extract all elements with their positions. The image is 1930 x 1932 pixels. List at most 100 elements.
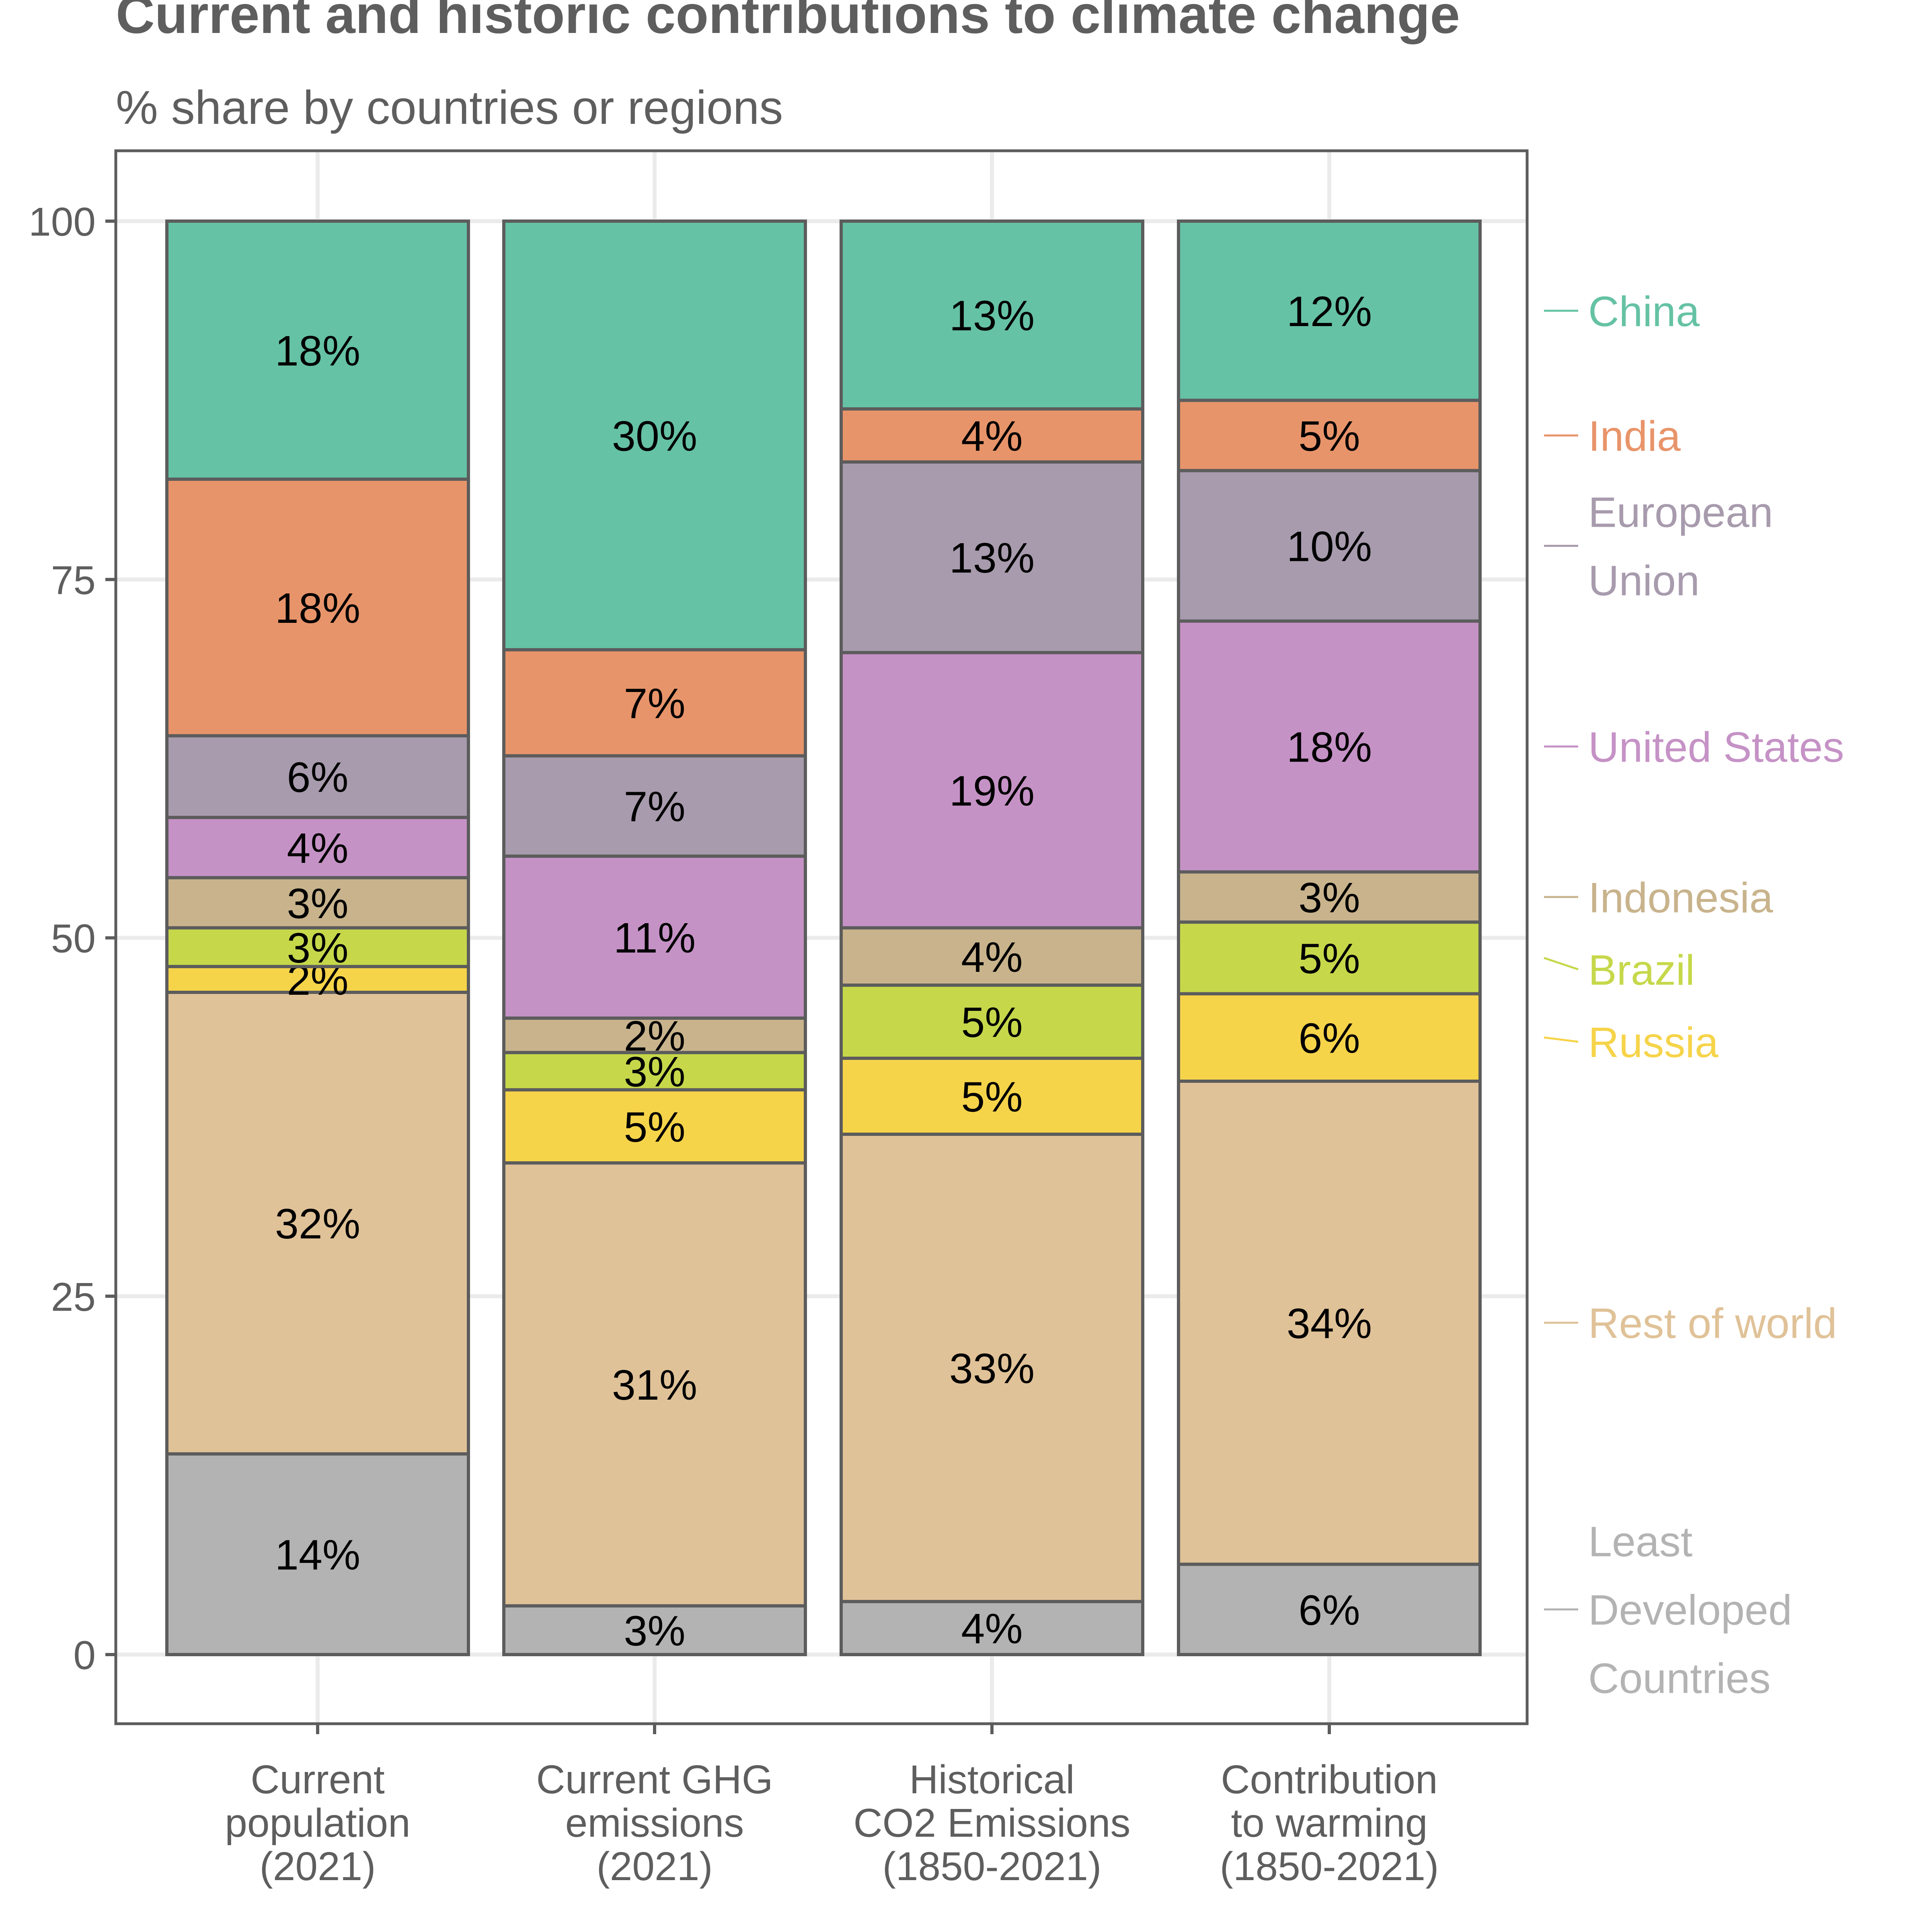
bar-value-label: 6% xyxy=(1298,1587,1360,1634)
bar-segment xyxy=(1177,992,1482,1083)
legend-label: Brazil xyxy=(1588,946,1695,994)
x-tick-label: Current GHG emissions (2021) xyxy=(536,1757,773,1889)
x-tick-label-line: population xyxy=(225,1801,411,1846)
x-tick-label-line: (1850-2021) xyxy=(883,1844,1102,1889)
bar-value-label: 6% xyxy=(287,754,348,801)
bar-value-label: 4% xyxy=(961,413,1022,460)
bar-segment xyxy=(840,407,1144,464)
bar-segment xyxy=(840,983,1144,1060)
legend-leader-line xyxy=(1544,1036,1579,1043)
legend-label: Indonesia xyxy=(1588,874,1773,922)
bar-value-label: 7% xyxy=(624,783,685,831)
bar-value-label: 12% xyxy=(1287,288,1372,335)
bar-segment xyxy=(840,1132,1144,1603)
bar-value-label: 3% xyxy=(287,880,348,927)
x-tick-label-line: (2021) xyxy=(596,1844,712,1889)
bar-value-label: 3% xyxy=(1298,874,1360,922)
bar-value-label: 5% xyxy=(624,1103,685,1151)
bar-segment xyxy=(502,1161,807,1608)
legend-label-line: European xyxy=(1588,489,1773,536)
y-tick-label: 100 xyxy=(29,199,96,244)
bar-value-label: 3% xyxy=(624,1608,685,1655)
bar-value-label: 18% xyxy=(1287,724,1372,771)
bar-segment xyxy=(165,477,470,737)
bar-value-label: 3% xyxy=(287,924,348,972)
legend-label: Rest of world xyxy=(1588,1300,1837,1347)
bar-segment xyxy=(165,220,470,481)
legend-label: Least Developed Countries xyxy=(1588,1518,1792,1702)
bar-value-label: 31% xyxy=(612,1361,697,1409)
legend-label: China xyxy=(1588,288,1700,335)
bar-value-label: 5% xyxy=(1298,413,1360,460)
x-tick-label: Contribution to warming (1850-2021) xyxy=(1220,1757,1439,1889)
bar-segment xyxy=(1177,469,1482,623)
bar-segment xyxy=(1177,619,1482,874)
legend-label-line: Russia xyxy=(1588,1019,1719,1066)
bar-value-label: 5% xyxy=(1298,935,1360,983)
chart-subtitle: % share by countries or regions xyxy=(116,81,783,134)
bar-value-label: 4% xyxy=(287,825,348,872)
legend-label-line: Least xyxy=(1588,1518,1692,1566)
bar-value-label: 30% xyxy=(612,413,697,460)
bar-value-label: 3% xyxy=(624,1048,685,1096)
x-tick-label-line: Current xyxy=(250,1757,385,1802)
bar-value-label: 18% xyxy=(275,585,360,632)
x-tick-label-line: (2021) xyxy=(259,1844,376,1889)
x-tick-label-line: Current GHG xyxy=(536,1757,773,1802)
bar-value-label: 2% xyxy=(624,1012,685,1060)
legend-label: United States xyxy=(1588,724,1844,771)
bar-segment xyxy=(502,854,807,1020)
x-tick-label-line: emissions xyxy=(565,1801,744,1846)
bar-segment xyxy=(840,460,1144,655)
x-tick-label-line: (1850-2021) xyxy=(1220,1844,1439,1889)
bar-value-label: 32% xyxy=(275,1200,360,1248)
bar-segment xyxy=(840,220,1144,411)
legend-leader-line xyxy=(1544,957,1579,971)
bar-segment xyxy=(840,926,1144,987)
bar-segment xyxy=(1177,870,1482,924)
bar-segment xyxy=(502,1604,807,1657)
bar-segment xyxy=(502,220,807,651)
bar-segment xyxy=(165,816,470,879)
bar-value-label: 34% xyxy=(1287,1300,1372,1347)
legend-label: European Union xyxy=(1588,489,1773,604)
bar-segment xyxy=(502,1016,807,1054)
bar-value-label: 13% xyxy=(949,292,1035,340)
bar-segment xyxy=(1177,920,1482,996)
x-tick-label: Historical CO2 Emissions (1850-2021) xyxy=(853,1757,1130,1889)
bar-segment xyxy=(1177,1080,1482,1566)
x-tick-label-line: to warming xyxy=(1231,1801,1427,1846)
bar-segment xyxy=(165,876,470,930)
bar-segment xyxy=(1177,398,1482,472)
legend-label-line: Brazil xyxy=(1588,946,1695,994)
bar-value-label: 19% xyxy=(949,767,1035,815)
x-tick-label-line: CO2 Emissions xyxy=(853,1801,1130,1846)
bar-value-label: 5% xyxy=(961,999,1022,1046)
legend-label: India xyxy=(1588,413,1681,460)
legend-label-line: Countries xyxy=(1588,1655,1771,1702)
x-tick-label: Current population (2021) xyxy=(225,1757,411,1889)
bar-segment xyxy=(840,651,1144,930)
bar-value-label: 10% xyxy=(1287,523,1372,571)
legend-label-line: Indonesia xyxy=(1588,874,1773,922)
bar-segment xyxy=(502,1051,807,1092)
bar-value-label: 6% xyxy=(1298,1014,1360,1062)
bar-value-label: 33% xyxy=(949,1345,1035,1392)
bar-segment xyxy=(1177,220,1482,402)
bar-segment xyxy=(502,754,807,858)
bar-value-label: 11% xyxy=(614,914,696,962)
legend-label-line: United States xyxy=(1588,724,1844,771)
legend-label-line: Union xyxy=(1588,557,1700,604)
legend-label-line: India xyxy=(1588,413,1681,460)
bar-value-label: 4% xyxy=(961,934,1022,981)
x-tick-label-line: Historical xyxy=(909,1757,1074,1802)
bar-value-label: 5% xyxy=(961,1074,1022,1121)
y-tick-label: 50 xyxy=(51,916,96,961)
bar-segment xyxy=(165,990,470,1456)
legend-label-line: Developed xyxy=(1588,1587,1792,1634)
bar-value-label: 13% xyxy=(949,534,1035,582)
bar-value-label: 18% xyxy=(275,327,360,375)
bar-value-label: 7% xyxy=(624,680,685,727)
